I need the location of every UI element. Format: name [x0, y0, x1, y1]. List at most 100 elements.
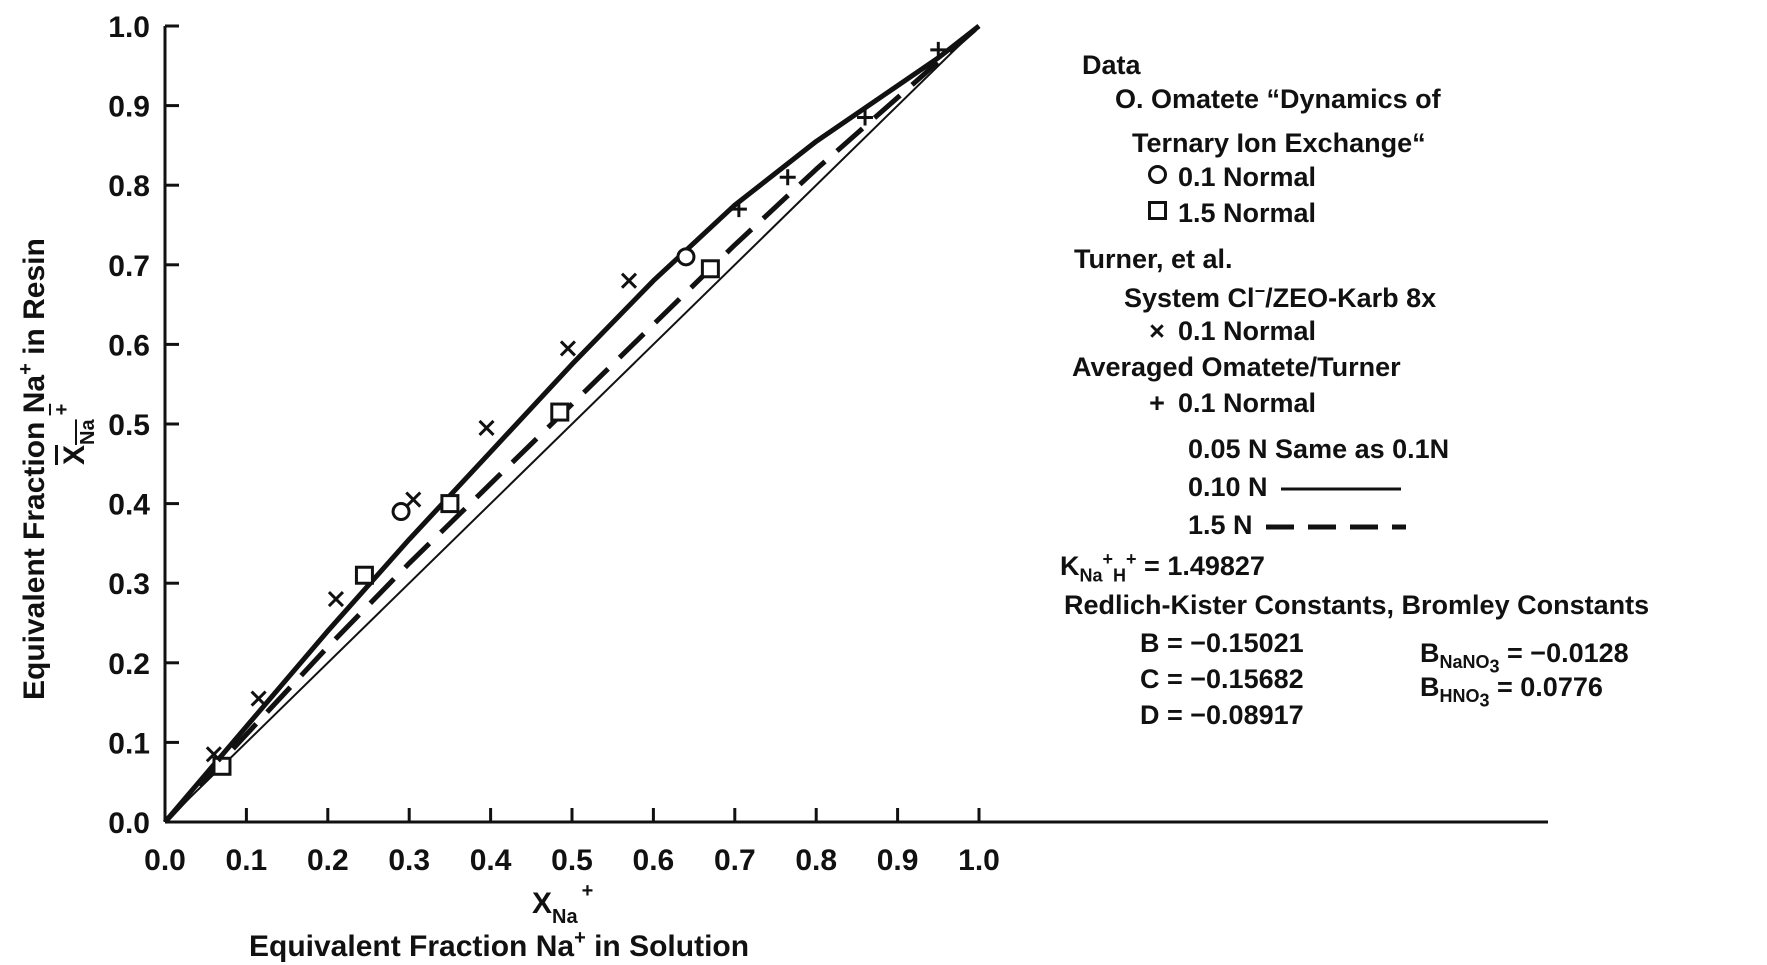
k-sub2: H	[1113, 565, 1127, 586]
x-tick-label: 0.6	[633, 844, 675, 877]
legend-line-15: 1.5 N	[1188, 510, 1407, 540]
x-axis-label: Equivalent Fraction Na+ in Solution	[249, 927, 749, 963]
legend-averaged-heading: Averaged Omatete/Turner	[1072, 352, 1401, 382]
series-line-dashed	[163, 24, 981, 824]
legend-d-constant: D = −0.08917	[1140, 700, 1304, 730]
y-tick-label: 0.1	[108, 727, 150, 760]
legend-omatete-01-label: 0.1 Normal	[1178, 162, 1317, 192]
legend-c-constant: C = −0.15682	[1140, 664, 1304, 694]
x-tick-label: 1.0	[958, 844, 1000, 877]
solid-line-swatch	[1281, 487, 1402, 491]
y-tick-label: 1.0	[108, 11, 150, 44]
k-sub1: Na	[1079, 565, 1103, 586]
plus-marker-icon: +	[1149, 388, 1165, 418]
x-tick-label: 0.5	[551, 844, 593, 877]
y-tick-label: 0.2	[108, 648, 150, 681]
k-sup2: +	[1126, 549, 1137, 569]
bnano3-label: B	[1420, 638, 1440, 668]
y-tick-label: 0.7	[108, 250, 150, 283]
x-marker-icon: ×	[1149, 316, 1165, 346]
series-line-solid	[163, 24, 981, 824]
legend-k-constant: KNa+H+ = 1.49827	[1060, 550, 1265, 584]
legend-constants-heading: Redlich-Kister Constants, Bromley Consta…	[1064, 590, 1650, 620]
k-label: K	[1060, 551, 1080, 581]
data-point-plus	[857, 109, 874, 126]
series-lines	[163, 24, 981, 824]
data-point-x	[327, 591, 345, 608]
legend-omatete-01: 0.1 Normal	[1146, 164, 1316, 191]
y-ticks: 0.0 0.1 0.2 0.3 0.4 0.5 0.6 0.7 0.8 0.9 1.0	[108, 11, 179, 840]
legend-line-15-label: 1.5 N	[1188, 510, 1253, 540]
turner-system-sup: −	[1254, 281, 1266, 301]
square-marker-icon	[1147, 201, 1167, 220]
bhno3-value: = 0.0776	[1489, 672, 1603, 702]
k-sup1: +	[1102, 549, 1114, 569]
x-tick-label: 0.3	[388, 844, 430, 877]
x-tick-label: 0.8	[795, 844, 837, 877]
turner-system-b: /ZEO-Karb 8x	[1265, 283, 1437, 313]
data-point-plus	[730, 201, 747, 218]
y-axis-label-group: Equivalent Fraction Na+ in Resin	[15, 238, 51, 700]
legend-bhno3: BHNO3 = 0.0776	[1420, 674, 1603, 710]
y-tick-label: 0.9	[108, 91, 150, 124]
y-axis-symbol-group: XNa+	[51, 404, 99, 465]
bhno3-sub: HNO	[1439, 686, 1480, 707]
x-tick-label: 0.1	[226, 844, 268, 877]
legend-omatete-15-label: 1.5 Normal	[1178, 198, 1317, 228]
legend-turner-heading: Turner, et al.	[1074, 244, 1233, 274]
data-point-square	[212, 756, 232, 776]
legend-line-010: 0.10 N	[1188, 472, 1402, 502]
y-tick-label: 0.5	[108, 409, 150, 442]
data-point-plus	[930, 41, 947, 58]
data-point-x	[250, 690, 267, 707]
data-points	[205, 41, 947, 776]
data-point-x	[205, 746, 222, 763]
data-point-square	[700, 259, 720, 279]
data-point-circle	[391, 502, 411, 522]
y-tick-label: 0.8	[108, 170, 150, 203]
circle-marker-icon	[1147, 165, 1167, 184]
legend-turner-01-label: 0.1 Normal	[1178, 316, 1317, 346]
data-point-plus	[779, 169, 796, 186]
legend-averaged-01: +0.1 Normal	[1146, 390, 1316, 417]
bhno3-sub3: 3	[1479, 690, 1490, 711]
legend-bnano3: BNaNO3 = −0.0128	[1420, 640, 1629, 676]
bhno3-label: B	[1420, 672, 1440, 702]
legend-omatete-title-1: O. Omatete “Dynamics of	[1115, 84, 1441, 114]
legend-b-constant: B = −0.15021	[1140, 628, 1304, 658]
legend-omatete-15: 1.5 Normal	[1146, 200, 1316, 227]
legend-averaged-01-label: 0.1 Normal	[1178, 388, 1317, 418]
y-tick-label: 0.0	[108, 807, 150, 840]
x-tick-label: 0.2	[307, 844, 349, 877]
data-point-square	[550, 402, 570, 422]
x-tick-label: 0.9	[877, 844, 919, 877]
x-ticks: 0.0 0.1 0.2 0.3 0.4 0.5 0.6 0.7 0.8 0.9 1.0	[144, 808, 1000, 877]
legend-turner-system: System Cl−/ZEO-Karb 8x	[1124, 282, 1436, 312]
legend-data-heading: Data	[1082, 50, 1141, 80]
data-point-x	[405, 491, 422, 508]
data-point-square	[440, 494, 460, 514]
y-axis-label: Equivalent Fraction Na+ in Resin	[15, 238, 51, 700]
bnano3-value: = −0.0128	[1499, 638, 1629, 668]
bnano3-sub: NaNO	[1439, 652, 1490, 673]
k-value: = 1.49827	[1136, 551, 1265, 581]
y-tick-label: 0.4	[108, 489, 150, 522]
data-point-square	[354, 565, 374, 585]
data-point-x	[620, 272, 638, 289]
bnano3-sub3: 3	[1489, 656, 1500, 677]
legend-line-010-label: 0.10 N	[1188, 472, 1268, 502]
y-axis-symbol: XNa+	[51, 404, 99, 465]
turner-system-a: System Cl	[1124, 283, 1255, 313]
y-tick-label: 0.6	[108, 329, 150, 362]
data-point-circle	[676, 247, 696, 267]
data-point-x	[478, 419, 495, 437]
dashed-line-swatch	[1266, 524, 1407, 530]
series-line-thin	[164, 25, 980, 823]
y-tick-label: 0.3	[108, 568, 150, 601]
legend-omatete-title-2: Ternary Ion Exchange“	[1132, 128, 1426, 158]
x-tick-label: 0.7	[714, 844, 756, 877]
legend-same-note: 0.05 N Same as 0.1N	[1188, 434, 1450, 464]
x-axis-symbol: XNa+	[532, 880, 593, 928]
data-point-x	[559, 340, 576, 357]
